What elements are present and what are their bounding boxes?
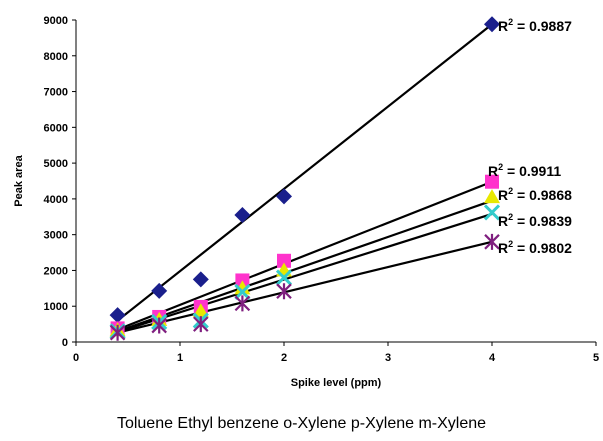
data-point	[109, 324, 126, 341]
y-tick-label: 3000	[44, 230, 68, 242]
x-tick-label: 1	[177, 352, 183, 364]
data-point	[483, 204, 501, 221]
chart: 0 1000 2000 3000 4000 5000 6000 7000 8000 9000 0 1 2…	[13, 15, 600, 389]
data-point	[151, 282, 168, 299]
data-point	[234, 295, 251, 312]
data-point	[151, 317, 167, 334]
r-squared-label: R2 = 0.9868	[498, 186, 572, 203]
y-tick-label: 4000	[44, 194, 68, 206]
trendlines	[116, 23, 493, 334]
axes: 0 1000 2000 3000 4000 5000 6000 7000 8000 9000 0 1 2…	[44, 15, 600, 364]
trendline	[117, 199, 493, 333]
y-tick-label: 6000	[44, 122, 68, 134]
x-axis-label: Spike level (ppm)	[291, 377, 382, 389]
y-axis-label: Peak area	[13, 154, 25, 206]
chart-caption: Toluene Ethyl benzene o-Xylene p-Xylene …	[116, 415, 487, 432]
data-points	[109, 16, 501, 341]
r-squared-labels: R2 = 0.9887 R2 = 0.9911 R2 = 0.9868 R2 = 0.…	[488, 17, 572, 256]
x-tick-label: 4	[489, 352, 496, 364]
x-tick-label: 5	[593, 352, 599, 364]
r-squared-label: R2 = 0.9802	[498, 239, 572, 256]
data-point	[193, 316, 209, 333]
y-tick-label: 5000	[44, 158, 68, 170]
data-point	[484, 233, 500, 250]
data-point	[192, 303, 209, 318]
r-squared-label: R2 = 0.9911	[488, 162, 561, 179]
data-point	[276, 188, 292, 205]
y-tick-label: 8000	[44, 51, 68, 63]
data-point	[234, 206, 251, 223]
y-tick-label: 7000	[44, 87, 68, 99]
data-point	[276, 283, 292, 300]
x-tick-label: 0	[73, 352, 79, 364]
x-tick-label: 2	[281, 352, 287, 364]
data-point	[234, 283, 251, 300]
x-tick-label: 3	[385, 352, 391, 364]
data-point	[192, 271, 209, 288]
r-squared-label: R2 = 0.9887	[498, 17, 572, 34]
data-point	[234, 280, 251, 295]
y-tick-label: 1000	[44, 301, 68, 313]
trendline	[117, 240, 493, 334]
data-point	[484, 189, 500, 204]
y-tick-label: 9000	[44, 15, 68, 27]
data-point	[275, 269, 293, 286]
trendline	[117, 180, 493, 331]
y-tick-label: 0	[62, 337, 68, 349]
trendline	[117, 212, 493, 334]
data-point	[485, 174, 499, 189]
data-point	[484, 16, 500, 33]
y-tick-label: 2000	[44, 265, 68, 277]
r-squared-label: R2 = 0.9839	[498, 212, 572, 229]
data-point	[109, 307, 126, 324]
data-point	[277, 253, 291, 268]
trendline	[116, 23, 493, 322]
